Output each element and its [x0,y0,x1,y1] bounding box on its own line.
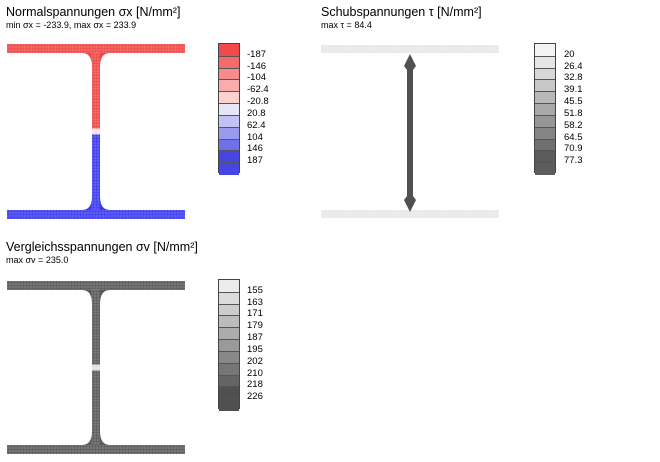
normal-bottom-flange-mesh [6,209,185,220]
legend-swatch [219,386,239,400]
legend-label: 39.1 [564,84,583,96]
legend-swatch [535,79,555,93]
legend-label: -146 [247,60,267,72]
shear-web [404,54,416,212]
legend-swatch [219,126,239,140]
legend-swatch [219,79,239,93]
legend-swatch [219,350,239,364]
legend-swatch [219,67,239,81]
legend-swatch [535,150,555,164]
legend-label: 77.3 [564,155,583,167]
legend-label: 32.8 [564,72,583,84]
normal-stress-subtitle: min σx = -233.9, max σx = 233.9 [6,20,137,30]
legend-label: 210 [247,367,263,379]
legend-swatch [219,91,239,105]
legend-swatch [219,103,239,116]
legend-label: 226 [247,391,263,403]
legend-swatch [219,374,239,388]
legend-label: 20.8 [247,107,266,119]
legend-label: 51.8 [564,107,583,119]
equiv-bottom-flange [7,445,185,454]
legend-swatch [535,91,555,105]
equiv-web-lower [92,370,100,445]
equiv-top-flange [7,281,185,290]
legend-label: 70.9 [564,143,583,155]
legend-swatch [219,150,239,164]
legend-swatch [219,291,239,305]
legend-label: 26.4 [564,60,583,72]
shear-bottom-flange-mesh [320,209,499,218]
legend-label: -104 [247,72,267,84]
legend-label: 155 [247,284,263,296]
normal-web-neutral [92,128,100,135]
normal-stress-title: Normalspannungen σx [N/mm²] [6,5,181,19]
shear-stress-legend [534,43,556,175]
legend-swatch [219,339,239,352]
legend-label: 179 [247,320,263,332]
legend-label: 58.2 [564,119,583,131]
normal-bottom-flange [7,210,185,219]
equivalent-stress-subtitle: max σv = 235.0 [6,255,69,265]
legend-swatch [535,103,555,116]
equiv-web-neutral [92,364,100,371]
equiv-web-upper [92,290,100,365]
legend-swatch [219,44,239,56]
shear-bottom-flange [321,210,499,218]
legend-swatch [219,398,239,411]
legend-label: 171 [247,308,263,320]
normal-stress-legend [218,43,240,175]
legend-swatch [535,162,555,175]
legend-label: 20 [564,48,575,60]
shear-top-flange [321,45,499,53]
legend-swatch [219,280,239,292]
legend-label: 45.5 [564,96,583,108]
legend-label: -187 [247,48,267,60]
normal-web-upper [92,53,100,129]
legend-label: 64.5 [564,131,583,143]
legend-swatch [219,55,239,69]
legend-label: 62.4 [247,119,266,131]
legend-swatch [535,67,555,81]
legend-label: 187 [247,332,263,344]
shear-top-flange-mesh [320,44,499,53]
equiv-top-flange-mesh [6,280,185,291]
equivalent-stress-legend [218,279,240,411]
equiv-bottom-flange-mesh [6,444,185,455]
legend-label: -62.4 [247,84,269,96]
legend-swatch [535,138,555,152]
legend-label: -20.8 [247,96,269,108]
legend-swatch [219,362,239,376]
legend-label: 146 [247,143,263,155]
shear-stress-subtitle: max τ = 84.4 [321,20,372,30]
normal-top-flange [7,44,185,53]
legend-swatch [219,138,239,152]
legend-swatch [535,126,555,140]
legend-label: 195 [247,343,263,355]
legend-swatch [219,114,239,128]
equivalent-stress-title: Vergleichsspannungen σv [N/mm²] [6,240,198,254]
normal-web-lower [92,134,100,210]
legend-label: 202 [247,355,263,367]
normal-web-mesh [91,52,100,210]
legend-swatch [535,114,555,128]
legend-label: 163 [247,296,263,308]
legend-label: 218 [247,379,263,391]
legend-label: 104 [247,131,263,143]
legend-swatch [219,303,239,317]
legend-swatch [219,162,239,175]
legend-swatch [219,327,239,341]
legend-swatch [535,55,555,69]
legend-swatch [219,315,239,329]
legend-label: 187 [247,155,263,167]
shear-stress-title: Schubspannungen τ [N/mm²] [321,5,482,19]
normal-top-flange-mesh [6,43,185,54]
legend-swatch [535,44,555,56]
equiv-web-mesh [91,289,100,445]
